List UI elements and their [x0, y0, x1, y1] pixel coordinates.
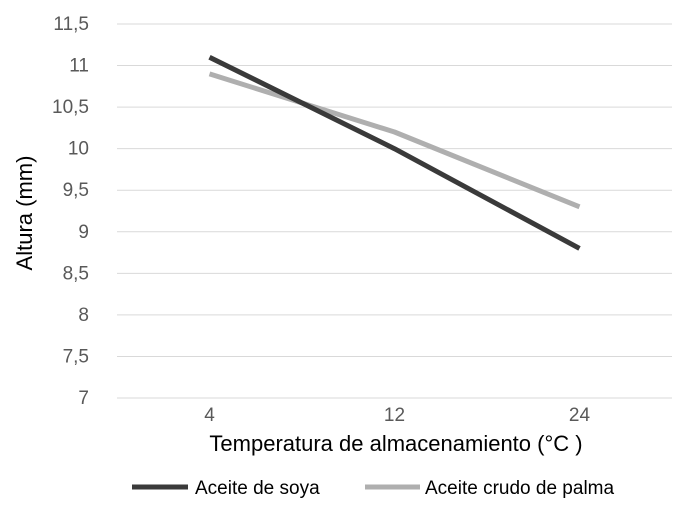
legend-label: Aceite de soya: [195, 478, 320, 499]
y-tick-label: 10: [68, 139, 89, 160]
y-tick-label: 10,5: [52, 97, 89, 118]
x-tick-label: 12: [384, 405, 405, 426]
y-tick-label: 8,5: [63, 263, 89, 284]
y-tick-label: 11: [69, 56, 89, 77]
y-axis-ticks: 7 7,5 8 8,5 9 9,5 10 10,5 11 11,5: [52, 14, 89, 409]
y-tick-label: 9: [78, 222, 89, 243]
legend-label: Aceite crudo de palma: [425, 478, 614, 499]
x-tick-label: 24: [569, 405, 591, 426]
y-tick-label: 8: [78, 305, 89, 326]
series-lines: [208, 54, 581, 251]
series-line-1: [208, 54, 581, 251]
x-axis-title: Temperatura de almacenamiento (°C ): [209, 431, 582, 456]
legend: Aceite de soya Aceite crudo de palma: [132, 478, 614, 499]
y-axis-title: Altura (mm): [12, 156, 37, 271]
series-line-2: [208, 71, 581, 210]
gridlines: [117, 23, 672, 399]
y-tick-label: 7: [78, 388, 89, 409]
y-tick-label: 11,5: [53, 14, 89, 35]
x-axis-ticks: 4 12 24: [204, 405, 590, 426]
x-tick-label: 4: [204, 405, 215, 426]
y-tick-label: 9,5: [63, 180, 89, 201]
y-tick-label: 7,5: [63, 346, 89, 367]
